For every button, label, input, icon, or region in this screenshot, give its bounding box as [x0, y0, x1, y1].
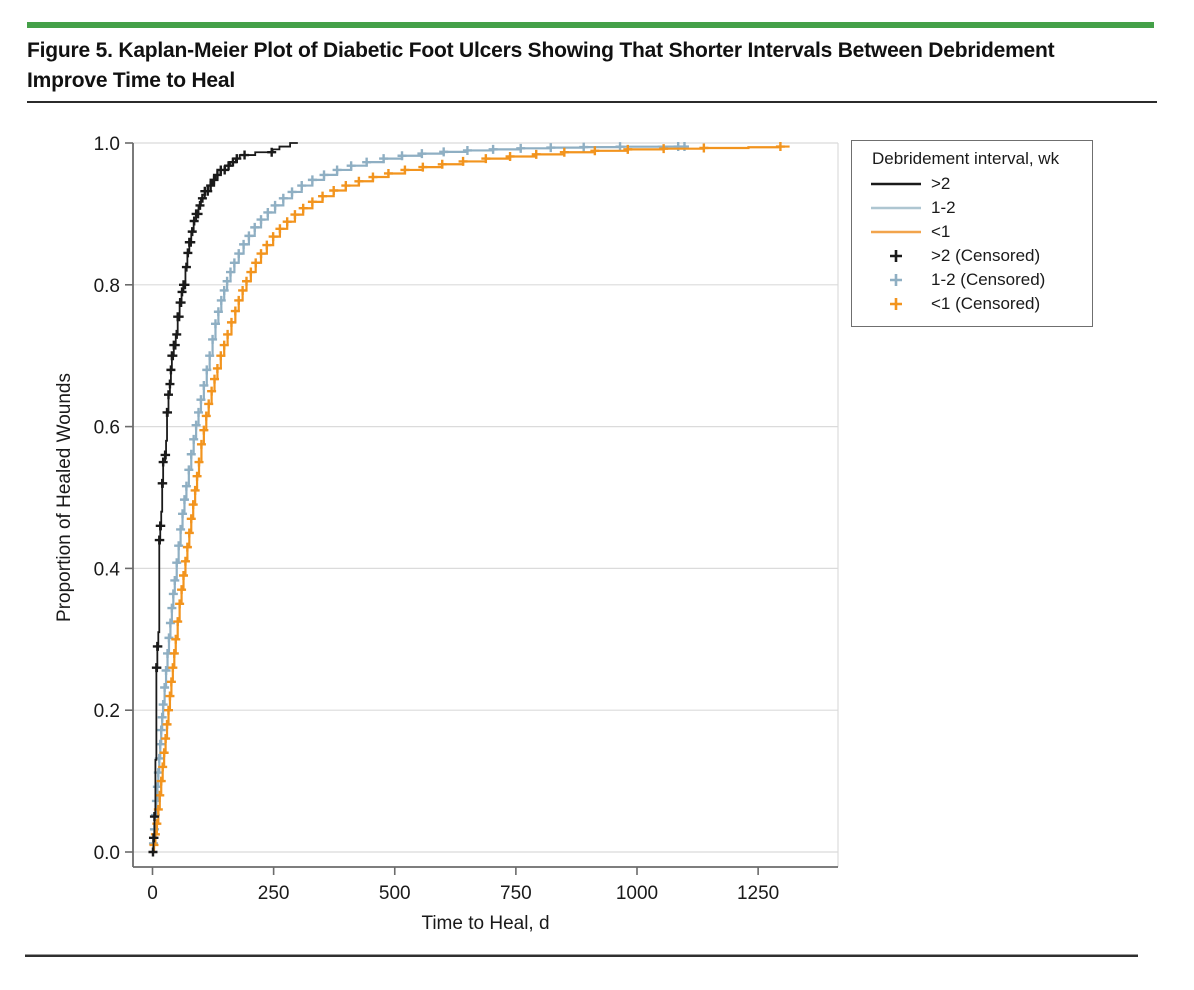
legend-title: Debridement interval, wk: [872, 149, 1060, 168]
x-tick-label: 0: [147, 883, 158, 904]
legend: Debridement interval, wk >2 1-2 <1 >2 (C…: [851, 140, 1093, 327]
legend-label: >2 (Censored): [931, 246, 1041, 265]
legend-row-1to2: 1-2: [870, 196, 1092, 220]
y-tick-label: 1.0: [94, 134, 120, 155]
plus-marker-lt1-icon: [870, 296, 922, 312]
km-curve-1to2: [152, 145, 688, 854]
legend-label: 1-2: [931, 198, 956, 217]
censor-marks-1to2: [148, 142, 689, 848]
figure-title-rule: [27, 101, 1157, 103]
y-tick-label: 0.0: [94, 843, 120, 864]
x-axis-title: Time to Heal, d: [421, 913, 549, 934]
plus-marker-1to2-icon: [870, 272, 922, 288]
figure-title: Figure 5. Kaplan-Meier Plot of Diabetic …: [27, 39, 1055, 93]
legend-label: <1 (Censored): [931, 294, 1041, 313]
x-tick-label: 500: [379, 883, 411, 904]
y-tick-label: 0.6: [94, 418, 120, 439]
legend-row-gt2: >2: [870, 172, 1092, 196]
y-axis-title: Proportion of Healed Wounds: [54, 373, 75, 622]
y-tick-label: 0.4: [94, 559, 121, 580]
y-tick-label: 0.8: [94, 276, 120, 297]
legend-label: <1: [931, 222, 951, 241]
km-curve-gt2: [152, 142, 298, 853]
x-tick-label: 250: [258, 883, 290, 904]
x-tick-label: 750: [500, 883, 532, 904]
x-tick-label: 1250: [737, 883, 779, 904]
x-tick-label: 1000: [616, 883, 658, 904]
legend-row-lt1: <1: [870, 220, 1092, 244]
km-curve-lt1: [152, 145, 790, 854]
censor-marks-gt2: [148, 147, 277, 857]
plus-marker-gt2-icon: [870, 248, 922, 264]
legend-row-1to2-censored: 1-2 (Censored): [870, 268, 1092, 292]
line-swatch-1to2-icon: [870, 205, 922, 211]
legend-row-gt2-censored: >2 (Censored): [870, 244, 1092, 268]
line-swatch-gt2-icon: [870, 181, 922, 187]
line-swatch-lt1-icon: [870, 229, 922, 235]
figure-accent-bar: [27, 22, 1154, 28]
legend-label: >2: [931, 174, 951, 193]
legend-row-lt1-censored: <1 (Censored): [870, 292, 1092, 316]
y-tick-label: 0.2: [94, 701, 120, 722]
legend-label: 1-2 (Censored): [931, 270, 1046, 289]
figure-bottom-rule: [25, 954, 1138, 957]
